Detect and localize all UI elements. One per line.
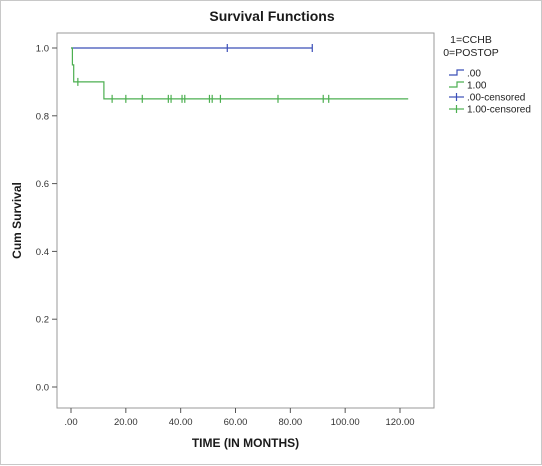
- y-tick-label: 0.0: [36, 383, 49, 394]
- legend-entry-label: .00: [467, 69, 481, 80]
- legend-swatch-line: [449, 81, 464, 88]
- y-tick-label: 0.8: [36, 111, 49, 122]
- y-axis-label: Cum Survival: [10, 182, 24, 259]
- chart-title: Survival Functions: [209, 8, 334, 24]
- legend-entry-label: 1.00-censored: [467, 105, 531, 116]
- x-axis-label: TIME (IN MONTHS): [192, 436, 299, 450]
- x-tick-label: 60.00: [224, 417, 248, 428]
- legend-title-line: 0=POSTOP: [443, 47, 499, 59]
- x-tick-label: 120.00: [385, 417, 414, 428]
- x-tick-label: 80.00: [278, 417, 302, 428]
- legend-title-line: 1=CCHB: [450, 34, 492, 46]
- y-tick-label: 1.0: [36, 44, 49, 55]
- y-tick-label: 0.6: [36, 179, 49, 190]
- x-tick-label: .00: [64, 417, 77, 428]
- y-tick-label: 0.4: [36, 247, 49, 258]
- x-tick-label: 20.00: [114, 417, 138, 428]
- series-layer: [71, 44, 409, 103]
- legend-swatch-line: [449, 69, 464, 76]
- x-tick-label: 100.00: [331, 417, 360, 428]
- series-line-cchb: [71, 47, 409, 100]
- x-tick-label: 40.00: [169, 417, 193, 428]
- y-tick-label: 0.2: [36, 315, 49, 326]
- axes: 0.0 0.2 0.4 0.6 0.8 1.0 .00 20.00 40.00 60.00 80.0…: [36, 44, 415, 429]
- legend-entry-label: 1.00: [467, 81, 487, 92]
- plot-area: [56, 32, 435, 409]
- legend-entry-label: .00-censored: [467, 93, 525, 104]
